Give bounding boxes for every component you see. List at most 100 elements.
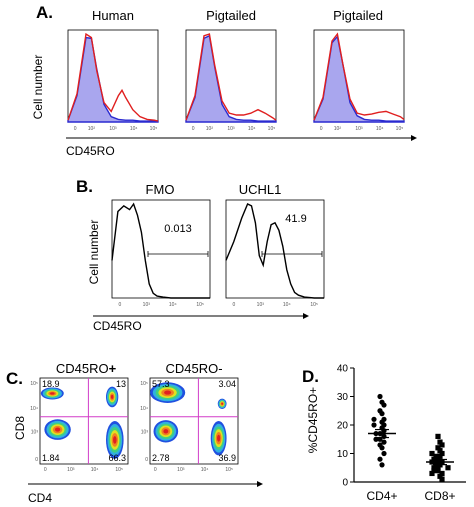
- panel-a-tick-label: 10³: [109, 126, 117, 132]
- panel-b-tick-label: 10³: [257, 302, 265, 308]
- panel-c-quadrant-ur: 3.04: [218, 379, 236, 389]
- panel-d-category-label: CD8+: [424, 489, 455, 503]
- panel-d-point: [439, 450, 445, 457]
- panel-b-letter: B.: [76, 177, 93, 196]
- panel-c-x-label: CD4: [28, 491, 52, 505]
- panel-d-y-tick-label: 30: [337, 392, 349, 403]
- panel-c-density-contour: [164, 390, 172, 395]
- panel-c-quadrant-ul: 57.3: [152, 379, 170, 389]
- panel-b-tick-label: 10³: [143, 302, 151, 308]
- panel-a-letter: A.: [36, 3, 53, 22]
- panel-a-control-histogram-2: [185, 34, 277, 123]
- panel-c-density-contour: [50, 392, 55, 395]
- panel-a-tick-label: 0: [74, 126, 77, 132]
- panel-b-tick-label: 10⁵: [196, 302, 204, 308]
- panel-a-y-label: Cell number: [31, 55, 45, 120]
- panel-c-letter: C.: [6, 369, 23, 388]
- panel-b-y-label: Cell number: [87, 220, 101, 285]
- panel-a-x-label: CD45RO: [66, 144, 115, 158]
- panel-d-point: [377, 456, 383, 462]
- panel-d-point: [435, 468, 441, 474]
- panel-b-gate-value-2: 41.9: [285, 213, 306, 225]
- panel-d-y-tick-label: 40: [337, 364, 349, 375]
- panel-d-point: [437, 473, 443, 479]
- panel-c-y-tick-label: 10³: [141, 429, 149, 435]
- panel-d-point: [371, 422, 377, 428]
- panel-d-y-tick-label: 20: [337, 421, 349, 432]
- panel-c-x-tick-label: 10⁴: [201, 467, 209, 473]
- panel-d-point: [381, 450, 387, 457]
- panel-a-tick-label: 10²: [334, 126, 342, 132]
- panel-a-tick-label: 10⁵: [396, 126, 404, 132]
- panel-a-control-histogram-1: [67, 36, 159, 123]
- panel-d-point: [371, 416, 377, 422]
- panel-b-x-label: CD45RO: [93, 319, 142, 333]
- panel-c-quadrant-ll: 1.84: [42, 453, 60, 463]
- panel-c-x-tick-label: 10³: [177, 467, 185, 473]
- panel-d-point: [429, 470, 435, 477]
- panel-c-density-contour: [221, 402, 224, 405]
- panel-b-tick-label: 0: [118, 302, 121, 308]
- panel-a-tick-label: 10⁴: [248, 126, 256, 132]
- panel-d-point: [435, 465, 441, 471]
- panel-d-point: [435, 433, 441, 439]
- panel-c-y-tick-label: 0: [35, 457, 38, 463]
- panel-d-point: [439, 476, 445, 482]
- panel-d-y-tick-label: 10: [337, 449, 349, 460]
- panel-c-dotplots: CD45RO+ 18.9 13 1.84 66.3 0 10³ 10⁴ 10⁵ 0 10³ 10⁴ 10…: [30, 361, 239, 473]
- panel-d-point: [437, 448, 443, 454]
- panel-c-y-tick-label: 10⁵: [30, 381, 38, 387]
- panel-c-y-tick-label: 0: [145, 457, 148, 463]
- panel-c-y-tick-label: 10⁵: [140, 381, 148, 387]
- panel-b-tick-label: 10⁴: [283, 302, 291, 308]
- panel-c-quadrant-ur: 13: [116, 379, 126, 389]
- panel-c-density-contour: [113, 436, 117, 444]
- panel-a-title-3: Pigtailed: [333, 8, 383, 23]
- panel-d-letter: D.: [302, 367, 319, 386]
- panel-b-title-1: FMO: [146, 182, 175, 197]
- panel-d-point: [435, 445, 441, 451]
- panel-d-category-label: CD4+: [366, 489, 397, 503]
- panel-c-x-tick-label: 10³: [67, 467, 75, 473]
- panel-d-point: [433, 453, 439, 459]
- panel-a-tick-label: 10³: [227, 126, 235, 132]
- panel-b-title-2: UCHL1: [239, 182, 282, 197]
- panel-b-tick-label: 10⁵: [310, 302, 318, 308]
- panel-b-gate-value-1: 0.013: [164, 223, 192, 235]
- panel-d-y-label: %CD45RO+: [306, 387, 320, 453]
- panel-a-tick-label: 0: [192, 126, 195, 132]
- panel-b-tick-label: 0: [232, 302, 235, 308]
- panel-d-point: [381, 402, 387, 408]
- panel-d-point: [379, 445, 385, 451]
- panel-c-quadrant-lr: 66.3: [108, 453, 126, 463]
- panel-a-stained-histogram-2: [185, 33, 277, 121]
- panel-c-density-contour: [110, 394, 114, 399]
- panel-c-x-tick-label: 0: [154, 467, 157, 473]
- panel-d-point: [437, 439, 443, 445]
- panel-b-frame-1: [111, 199, 211, 299]
- panel-c-density-contour: [163, 429, 169, 434]
- panel-c-quadrant-ul: 18.9: [42, 379, 60, 389]
- panel-b-histograms: FMO 0.013 0 10³ 10⁴ 10⁵ UCHL1 41.9 0 10³ 10⁴ 10⁵: [111, 182, 325, 308]
- panel-c-x-tick-label: 0: [44, 467, 47, 473]
- panel-c-y-tick-label: 10⁴: [140, 406, 148, 412]
- panel-c-x-tick-label: 10⁵: [115, 467, 123, 473]
- panel-a-histograms: Human 0 10² 10³ 10⁴ 10⁵ Pigtailed 0 10² 10³ 10⁴ 10⁵…: [67, 8, 405, 132]
- panel-a-stained-histogram-3: [313, 32, 405, 121]
- panel-b-histogram-2: [225, 203, 324, 299]
- panel-d-point: [445, 465, 451, 471]
- panel-c-y-label: CD8: [13, 416, 27, 440]
- panel-d-point: [439, 442, 445, 448]
- panel-a-control-histogram-3: [313, 35, 405, 123]
- panel-a-title-1: Human: [92, 8, 134, 23]
- panel-d-point: [379, 462, 385, 468]
- panel-d-point: [379, 411, 385, 417]
- panel-d-point: [431, 468, 437, 474]
- panel-d-scatter: 0 10 20 30 40 CD4+ CD8+: [337, 364, 466, 503]
- panel-a-tick-label: 10³: [355, 126, 363, 132]
- panel-c-density-contour: [217, 434, 221, 442]
- panel-c-quadrant-ll: 2.78: [152, 453, 170, 463]
- panel-a-title-2: Pigtailed: [206, 8, 256, 23]
- panel-c-y-tick-label: 10³: [31, 429, 39, 435]
- panel-b-tick-label: 10⁴: [169, 302, 177, 308]
